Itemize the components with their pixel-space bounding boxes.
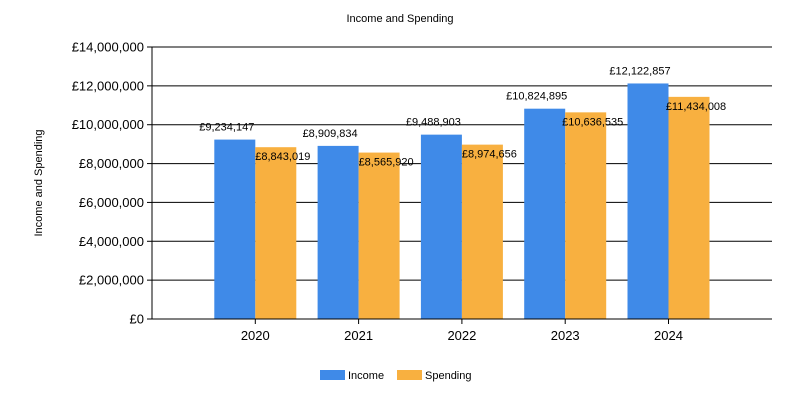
y-tick-label: £14,000,000 bbox=[72, 40, 144, 55]
data-label-spending-2023: £10,636,535 bbox=[562, 116, 623, 128]
legend-label-income: Income bbox=[348, 370, 384, 382]
bar-spending-2024 bbox=[668, 96, 710, 319]
data-label-spending-2021: £8,565,920 bbox=[359, 157, 414, 169]
bar-income-2021 bbox=[317, 145, 359, 319]
data-label-income-2021: £8,909,834 bbox=[303, 128, 358, 140]
x-tick-label: 2020 bbox=[241, 328, 270, 343]
data-label-income-2022: £9,488,903 bbox=[406, 117, 461, 129]
legend-swatch-income bbox=[320, 370, 345, 380]
bar-spending-2023 bbox=[565, 112, 607, 319]
bar-income-2022 bbox=[420, 134, 462, 319]
data-label-spending-2022: £8,974,656 bbox=[462, 149, 517, 161]
x-tick-label: 2023 bbox=[551, 328, 580, 343]
bar-income-2020 bbox=[214, 139, 256, 319]
chart-title: Income and Spending bbox=[346, 13, 453, 25]
legend-label-spending: Spending bbox=[425, 370, 472, 382]
data-label-spending-2024: £11,434,008 bbox=[666, 101, 726, 113]
axes: £0 £2,000,000 £4,000,000 £6,000,000 £8,000,0… bbox=[72, 40, 772, 343]
y-tick-label: £8,000,000 bbox=[79, 156, 144, 171]
bar-spending-2022 bbox=[461, 144, 503, 319]
x-tick-label: 2021 bbox=[344, 328, 373, 343]
bar-spending-2020 bbox=[255, 147, 297, 319]
y-tick-label: £4,000,000 bbox=[79, 234, 144, 249]
data-label-income-2023: £10,824,895 bbox=[506, 91, 567, 103]
y-tick-label: £2,000,000 bbox=[79, 273, 144, 288]
data-label-spending-2020: £8,843,019 bbox=[255, 151, 310, 163]
bars bbox=[214, 83, 710, 320]
legend-swatch-spending bbox=[397, 370, 422, 380]
y-tick-label: £12,000,000 bbox=[72, 78, 144, 93]
data-labels: £9,234,147 £8,843,019 £8,909,834 £8,565,920… bbox=[199, 65, 726, 168]
x-tick-label: 2024 bbox=[654, 328, 683, 343]
y-tick-label: £0 bbox=[130, 312, 144, 327]
data-label-income-2020: £9,234,147 bbox=[199, 122, 254, 134]
data-label-income-2024: £12,122,857 bbox=[609, 65, 670, 77]
y-axis-title: Income and Spending bbox=[33, 129, 45, 236]
x-tick-label: 2022 bbox=[447, 328, 476, 343]
y-tick-label: £10,000,000 bbox=[72, 117, 144, 132]
y-tick-label: £6,000,000 bbox=[79, 195, 144, 210]
legend: Income Spending bbox=[320, 370, 472, 382]
bar-income-2024 bbox=[627, 83, 669, 319]
bar-spending-2021 bbox=[358, 152, 400, 319]
bar-income-2023 bbox=[524, 108, 566, 320]
